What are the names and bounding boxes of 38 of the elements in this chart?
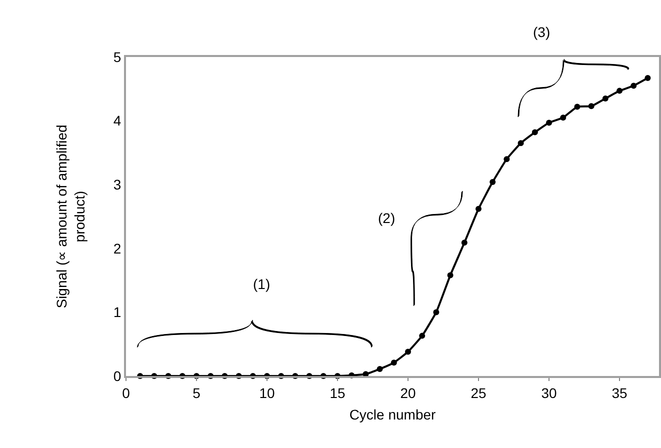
point	[461, 240, 468, 246]
y-tick-label: 3	[113, 176, 122, 192]
point	[630, 82, 637, 89]
point	[518, 140, 524, 146]
x-tick-label: 25	[470, 384, 487, 401]
x-tick-label: 30	[541, 384, 558, 401]
point	[546, 120, 552, 126]
point	[616, 88, 623, 94]
point	[560, 114, 566, 121]
point	[602, 95, 608, 102]
x-tick-label: 15	[330, 384, 346, 401]
y-tick-label: 4	[113, 112, 122, 129]
point	[476, 206, 482, 212]
point	[390, 360, 397, 366]
point	[504, 156, 510, 162]
annotation: (2)	[378, 210, 396, 226]
point	[447, 272, 454, 278]
point	[532, 129, 538, 136]
annotation: (1)	[253, 276, 270, 292]
y-tick-label: 2	[113, 240, 122, 256]
y-tick-label: 5	[113, 48, 122, 65]
point	[644, 75, 651, 82]
x-tick-label: 35	[612, 384, 628, 401]
y-axis-title: Signal (∝ amount of amplified product)	[53, 124, 88, 308]
x-tick-label: 5	[192, 384, 201, 401]
point	[588, 103, 594, 110]
point	[419, 332, 426, 339]
x-tick-label: 10	[259, 384, 276, 401]
x-tick-label: 20	[400, 384, 416, 401]
y-tick-label: 1	[113, 304, 122, 320]
point	[433, 309, 440, 316]
point	[405, 348, 412, 355]
point	[574, 104, 580, 110]
x-axis-title: Cycle number	[349, 406, 436, 423]
point	[376, 366, 383, 372]
point	[490, 179, 496, 186]
text: (3)	[533, 24, 550, 40]
y-tick-label: 0	[113, 368, 122, 384]
